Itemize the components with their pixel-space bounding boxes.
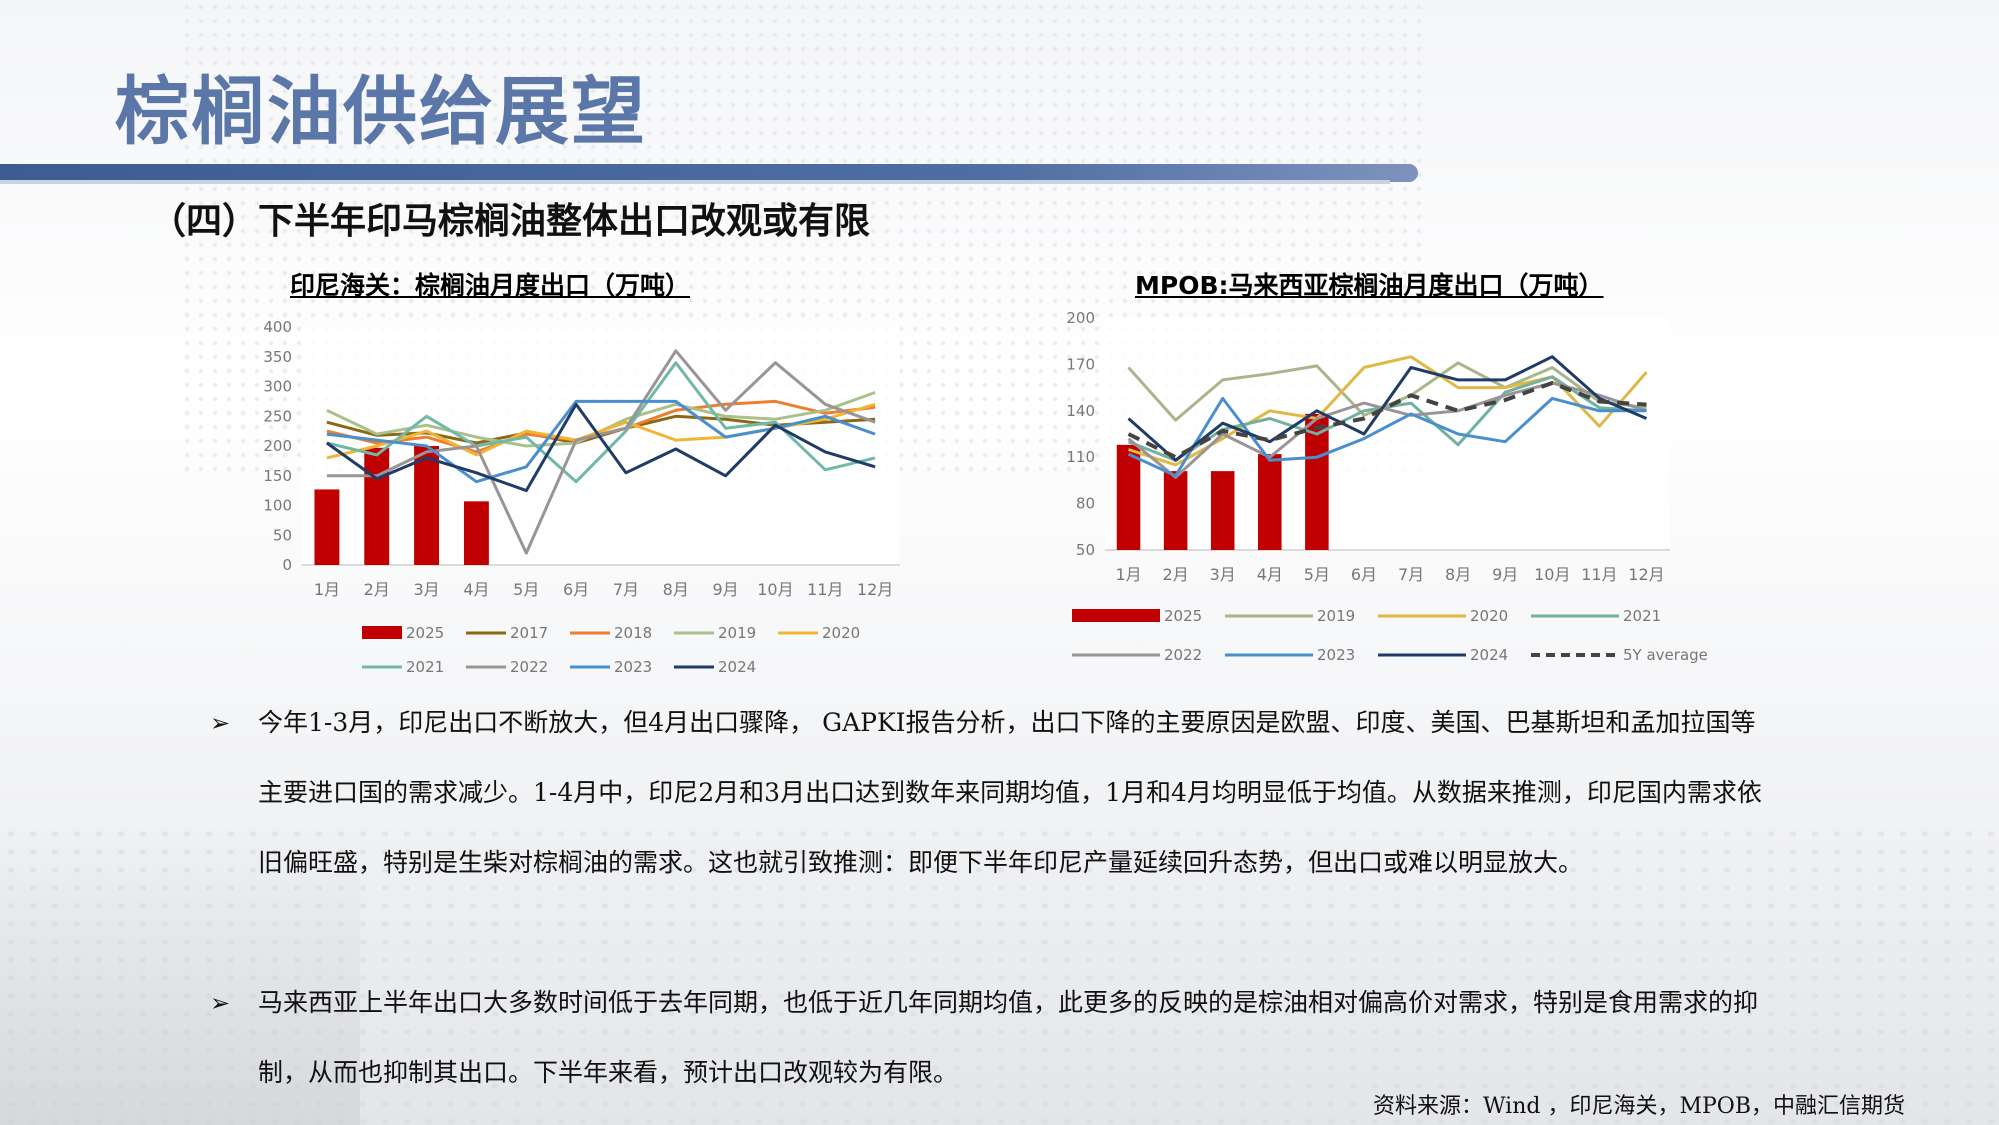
x-tick-label: 9月 bbox=[1492, 565, 1518, 584]
legend-label: 2020 bbox=[822, 624, 860, 642]
bar-2025 bbox=[1305, 413, 1329, 550]
y-tick-label: 50 bbox=[1076, 541, 1095, 559]
background-floor bbox=[0, 825, 1999, 1125]
y-tick-label: 250 bbox=[263, 407, 292, 425]
series-line-2019 bbox=[1127, 361, 1647, 422]
x-tick-label: 8月 bbox=[663, 580, 689, 599]
x-tick-label: 7月 bbox=[613, 580, 639, 599]
legend-label: 2021 bbox=[406, 658, 444, 676]
x-tick-label: 10月 bbox=[1534, 565, 1570, 584]
plot-area bbox=[302, 327, 900, 565]
x-tick-label: 6月 bbox=[1351, 565, 1377, 584]
x-tick-label: 5月 bbox=[1304, 565, 1330, 584]
x-tick-label: 3月 bbox=[1210, 565, 1236, 584]
legend-label: 2023 bbox=[614, 658, 652, 676]
x-tick-label: 2月 bbox=[364, 580, 390, 599]
y-tick-label: 100 bbox=[263, 497, 292, 515]
y-tick-label: 140 bbox=[1066, 402, 1095, 420]
bullet-2-text: 马来西亚上半年出口大多数时间低于去年同期，也低于近几年同期均值，此更多的反映的是… bbox=[258, 988, 1759, 1087]
y-tick-label: 200 bbox=[1066, 309, 1095, 327]
x-tick-label: 12月 bbox=[857, 580, 893, 599]
y-tick-label: 150 bbox=[263, 467, 292, 485]
legend-swatch bbox=[1072, 609, 1160, 622]
legend-label: 2024 bbox=[1470, 646, 1508, 664]
bullet-2: ➢ 马来西亚上半年出口大多数时间低于去年同期，也低于近几年同期均值，此更多的反映… bbox=[210, 968, 1770, 1108]
background-skyline bbox=[0, 825, 360, 1125]
bar-2025 bbox=[1210, 471, 1235, 550]
legend-label: 2019 bbox=[718, 624, 756, 642]
chart2-title: MPOB:马来西亚棕榈油月度出口（万吨） bbox=[1135, 271, 1604, 300]
chart-malaysia-exports: 50 80 110 140 170 200 1月 2月 3月 4月 5月 6月 7月 8月 9月 10月 11月… bbox=[1066, 309, 1708, 664]
y-tick-label: 50 bbox=[273, 526, 292, 544]
bar-2025 bbox=[463, 501, 489, 565]
y-tick-label: 350 bbox=[263, 348, 292, 366]
x-tick-label: 5月 bbox=[513, 580, 539, 599]
series-line-2024 bbox=[326, 402, 876, 493]
legend-label: 2022 bbox=[510, 658, 548, 676]
legend-label: 2022 bbox=[1164, 646, 1202, 664]
legend-label: 5Y average bbox=[1623, 646, 1708, 664]
page-subtitle: （四）下半年印马棕榈油整体出口改观或有限 bbox=[150, 201, 871, 242]
legend-label: 2019 bbox=[1317, 607, 1355, 625]
bullet-1-text: 今年1-3月，印尼出口不断放大，但4月出口骤降， GAPKI报告分析，出口下降的… bbox=[258, 708, 1762, 877]
title-bar-underline bbox=[0, 180, 1390, 184]
bar-2025 bbox=[414, 446, 440, 565]
bar-2025 bbox=[1163, 471, 1188, 550]
bullet-1: ➢ 今年1-3月，印尼出口不断放大，但4月出口骤降， GAPKI报告分析，出口下… bbox=[210, 688, 1770, 898]
x-tick-label: 3月 bbox=[413, 580, 439, 599]
x-tick-label: 2月 bbox=[1163, 565, 1189, 584]
bar-2025 bbox=[314, 489, 340, 565]
bullet-arrow-icon: ➢ bbox=[210, 709, 231, 737]
y-tick-label: 170 bbox=[1066, 355, 1095, 373]
chart1-title: 印尼海关：棕榈油月度出口（万吨） bbox=[290, 271, 691, 300]
source-note: 资料来源：Wind ，印尼海关，MPOB，中融汇信期货 bbox=[1372, 1094, 1905, 1119]
x-tick-label: 8月 bbox=[1445, 565, 1471, 584]
legend-label: 2025 bbox=[406, 624, 444, 642]
plot-area bbox=[1105, 318, 1670, 550]
bar-2025 bbox=[1116, 444, 1141, 550]
x-tick-label: 9月 bbox=[712, 580, 738, 599]
page-title: 棕榈油供给展望 bbox=[115, 69, 647, 155]
x-tick-label: 1月 bbox=[314, 580, 340, 599]
series-line-2023 bbox=[326, 399, 876, 484]
series-line-2024 bbox=[1127, 355, 1648, 462]
x-tick-label: 4月 bbox=[1257, 565, 1283, 584]
legend-label: 2020 bbox=[1470, 607, 1508, 625]
series-line-2023 bbox=[1127, 396, 1647, 478]
bar-2025 bbox=[364, 447, 390, 565]
chart-indonesia-exports: 0 50 100 150 200 250 300 350 400 1月 2月 3月 4月 5月 6月 7月 8月… bbox=[263, 318, 900, 676]
y-tick-label: 300 bbox=[263, 378, 292, 396]
y-tick-label: 200 bbox=[263, 437, 292, 455]
y-tick-label: 0 bbox=[282, 556, 292, 574]
x-tick-label: 7月 bbox=[1398, 565, 1424, 584]
x-tick-label: 1月 bbox=[1115, 565, 1141, 584]
legend-label: 2017 bbox=[510, 624, 548, 642]
x-tick-label: 11月 bbox=[807, 580, 843, 599]
legend-label: 2021 bbox=[1623, 607, 1661, 625]
legend-label: 2024 bbox=[718, 658, 756, 676]
bullet-arrow-icon: ➢ bbox=[210, 989, 231, 1017]
x-tick-label: 4月 bbox=[463, 580, 489, 599]
legend-swatch bbox=[362, 626, 402, 639]
y-tick-label: 110 bbox=[1066, 448, 1095, 466]
series-line-2021 bbox=[1127, 375, 1647, 462]
y-tick-label: 80 bbox=[1076, 495, 1095, 513]
title-bar bbox=[0, 164, 1418, 182]
series-line-2022 bbox=[326, 349, 876, 555]
series-line-5y-average bbox=[1127, 381, 1647, 460]
legend-label: 2018 bbox=[614, 624, 652, 642]
legend-label: 2025 bbox=[1164, 607, 1202, 625]
x-tick-label: 6月 bbox=[563, 580, 589, 599]
bar-2025 bbox=[1258, 454, 1282, 550]
y-tick-label: 400 bbox=[263, 318, 292, 336]
legend-label: 2023 bbox=[1317, 646, 1355, 664]
series-line-2022 bbox=[1127, 381, 1647, 479]
x-tick-label: 12月 bbox=[1628, 565, 1664, 584]
x-tick-label: 10月 bbox=[757, 580, 793, 599]
x-tick-label: 11月 bbox=[1581, 565, 1617, 584]
